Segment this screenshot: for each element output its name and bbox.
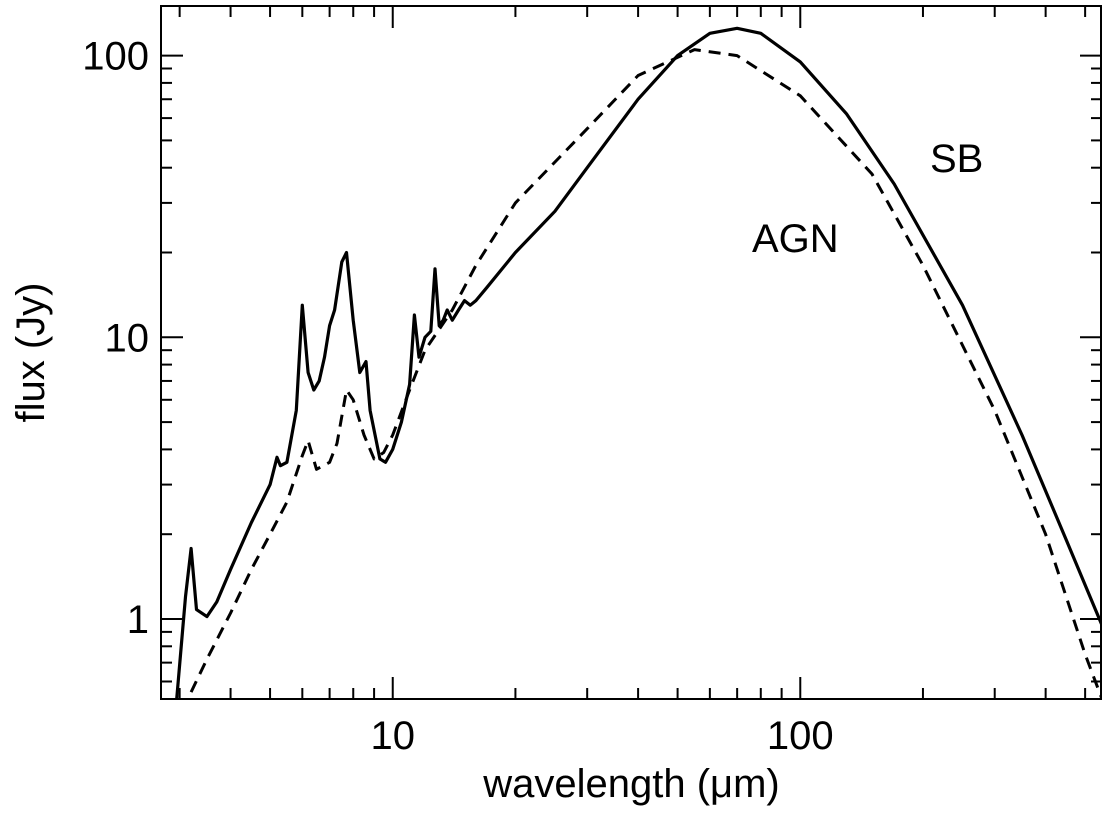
y-tick-label: 10 xyxy=(105,316,150,360)
agn-series-line xyxy=(189,48,1102,700)
y-tick-label: 100 xyxy=(82,35,149,79)
agn-annotation: AGN xyxy=(752,217,839,261)
y-axis-label: flux (Jy) xyxy=(9,283,53,423)
sb-series-line xyxy=(175,26,1102,700)
y-tick-label: 1 xyxy=(127,598,149,642)
sb-annotation: SB xyxy=(930,137,983,181)
tick-labels: 10 100 1 10 100 xyxy=(82,35,833,758)
x-tick-label: 10 xyxy=(370,714,415,758)
plot-frame xyxy=(160,5,1102,700)
series-layer xyxy=(175,26,1102,700)
x-axis-label: wavelength (μm) xyxy=(482,762,779,806)
minor-tick-marks xyxy=(161,6,1102,699)
x-tick-label: 100 xyxy=(767,714,834,758)
